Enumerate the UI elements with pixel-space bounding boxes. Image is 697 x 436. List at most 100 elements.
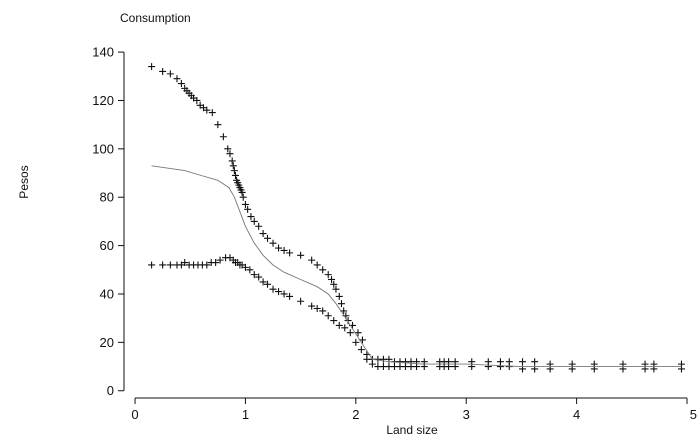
data-point (330, 317, 338, 325)
data-point (230, 167, 238, 175)
data-point (216, 256, 224, 264)
data-point (313, 305, 321, 312)
data-point (275, 244, 283, 252)
data-point (269, 239, 277, 247)
data-point (319, 307, 327, 315)
data-point (239, 193, 247, 201)
data-point (255, 222, 263, 230)
data-point (238, 188, 246, 196)
data-point (173, 75, 181, 83)
data-point (341, 324, 349, 332)
data-point (246, 266, 254, 274)
y-tick-label: 60 (100, 238, 114, 253)
data-point (280, 246, 288, 254)
data-point (231, 171, 239, 179)
data-point (344, 317, 352, 325)
y-tick-label: 40 (100, 286, 114, 301)
data-point (250, 271, 258, 279)
data-point (335, 292, 343, 300)
data-point (219, 133, 227, 141)
data-point (496, 363, 504, 371)
data-point (208, 109, 216, 117)
data-point (269, 285, 277, 293)
data-point (308, 302, 316, 310)
x-tick-label: 1 (242, 407, 249, 422)
data-point (177, 80, 185, 88)
data-point (286, 292, 294, 300)
y-tick-label: 80 (100, 190, 114, 205)
data-point (259, 278, 267, 286)
x-tick-label: 0 (131, 407, 138, 422)
data-point (264, 234, 272, 242)
data-point (484, 363, 492, 371)
data-point (212, 259, 220, 267)
data-point (159, 261, 167, 269)
data-point (297, 251, 305, 259)
data-point (203, 261, 211, 269)
data-point (148, 63, 156, 71)
data-point (332, 285, 340, 293)
data-point (228, 157, 236, 165)
x-tick-label: 4 (573, 407, 580, 422)
data-point (280, 290, 288, 298)
data-point (519, 358, 527, 366)
data-point (531, 358, 539, 366)
y-tick-label: 0 (107, 383, 114, 398)
data-point (181, 259, 189, 267)
data-point (259, 230, 267, 238)
data-point (241, 263, 249, 271)
center-line (151, 165, 682, 368)
data-point (250, 217, 258, 225)
data-point (148, 261, 156, 269)
axes: 0 20 40 60 80 100 120 140 0 1 2 3 4 5 (92, 45, 697, 422)
data-point (413, 363, 421, 371)
data-point (319, 266, 327, 274)
data-point (166, 261, 174, 269)
data-point (159, 67, 167, 75)
data-point (313, 261, 321, 269)
x-tick-label: 5 (690, 407, 697, 422)
data-point (363, 355, 371, 363)
data-point (368, 360, 376, 368)
x-tick-label: 3 (463, 407, 470, 422)
data-point (264, 280, 272, 288)
upper-band-points (148, 63, 685, 368)
data-point (346, 329, 354, 337)
y-tick-label: 20 (100, 335, 114, 350)
data-point (352, 338, 360, 346)
data-point (324, 312, 332, 320)
data-point (308, 256, 316, 264)
data-point (357, 346, 365, 354)
data-point (226, 150, 234, 158)
data-point (214, 121, 222, 129)
plot-area (148, 63, 685, 373)
y-tick-label: 100 (92, 141, 114, 156)
data-point (275, 288, 283, 296)
data-point (297, 297, 305, 305)
lower-band-points (148, 254, 685, 373)
data-point (224, 145, 232, 153)
data-point (337, 300, 345, 308)
data-point (354, 329, 362, 337)
data-point (241, 200, 249, 208)
data-point (229, 162, 237, 170)
data-point (335, 321, 343, 329)
y-tick-label: 140 (92, 45, 114, 60)
data-point (247, 213, 255, 221)
data-point (330, 280, 338, 288)
y-axis-title: Pesos (17, 165, 31, 198)
data-point (166, 70, 174, 78)
data-point (203, 106, 211, 114)
data-point (324, 271, 332, 279)
x-axis-title: Land size (386, 423, 438, 436)
data-point (286, 249, 294, 257)
data-point (193, 96, 201, 104)
y-tick-label: 120 (92, 93, 114, 108)
data-point (328, 275, 336, 283)
x-tick-label: 2 (352, 407, 359, 422)
data-point (244, 205, 252, 213)
chart-title: Consumption (120, 11, 191, 25)
data-point (255, 273, 263, 281)
